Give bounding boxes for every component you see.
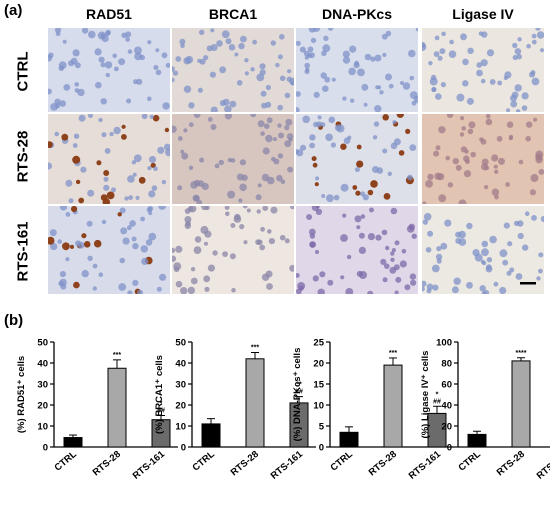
y-axis-label: (%) RAD51⁺ cells [16, 356, 27, 433]
row-header-rts-28: RTS-28 [14, 130, 32, 183]
x-tick-label: CTRL [52, 449, 79, 474]
column-header-ligase-iv: Ligase IV [452, 6, 514, 22]
y-tick-label: 5 [319, 422, 325, 433]
y-tick-label: 10 [37, 422, 48, 433]
y-tick-label: 40 [37, 359, 48, 370]
y-tick-label: 30 [175, 380, 186, 391]
x-tick-label: RTS-28 [495, 449, 527, 478]
x-tick-label: RTS-161 [131, 448, 168, 481]
micrograph-ctrl-dna-pkcs [296, 28, 418, 112]
micrograph-ctrl-brca1 [172, 28, 294, 112]
y-axis-label: (%) BRCA1⁺ cells [154, 355, 165, 434]
significance-label: * [436, 391, 439, 398]
y-tick-label: 40 [175, 359, 186, 370]
y-tick-label: 20 [37, 401, 48, 412]
row-header-ctrl: CTRL [14, 51, 32, 92]
y-tick-label: 30 [37, 380, 48, 391]
significance-label: ** [296, 382, 302, 389]
significance-label: *** [251, 345, 259, 352]
x-tick-label: RTS-161 [535, 448, 550, 481]
bar-rts-28 [511, 360, 531, 448]
x-tick-label: CTRL [190, 449, 217, 474]
micrograph-rts-161-dna-pkcs [296, 206, 418, 294]
x-tick-label: CTRL [456, 449, 483, 474]
significance-label: ## [157, 408, 165, 415]
x-tick-label: CTRL [328, 449, 355, 474]
y-tick-label: 40 [441, 401, 452, 412]
x-tick-label: RTS-28 [91, 449, 123, 478]
column-header-dna-pkcs: DNA-PKcs [321, 6, 392, 22]
y-tick-label: 20 [175, 401, 186, 412]
y-tick-label: 10 [313, 401, 324, 412]
x-tick-label: RTS-28 [367, 449, 399, 478]
x-tick-label: RTS-161 [269, 448, 306, 481]
bar-rts-28 [383, 364, 403, 448]
micrograph-rts-161-rad51 [48, 206, 170, 294]
significance-label: ## [433, 398, 441, 405]
y-tick-label: 15 [313, 380, 324, 391]
bar-rts-161 [151, 419, 171, 448]
y-tick-label: 0 [181, 443, 186, 454]
y-tick-label: 10 [175, 422, 186, 433]
micrograph-ctrl-ligase-iv [422, 28, 544, 112]
y-tick-label: 20 [441, 422, 452, 433]
micrograph-rts-161-ligase-iv [422, 206, 544, 294]
y-tick-label: 25 [313, 338, 324, 349]
significance-label: **** [516, 350, 527, 357]
column-header-rad51: RAD51 [86, 6, 132, 22]
y-tick-label: 0 [319, 443, 324, 454]
y-axis-label: (%) DNA-PKcs⁺ cells [292, 348, 303, 442]
y-tick-label: 80 [441, 359, 452, 370]
micrograph-rts-28-dna-pkcs [296, 114, 418, 204]
x-tick-label: RTS-28 [229, 449, 261, 478]
bar-ctrl [467, 433, 487, 448]
significance-label: *** [389, 350, 397, 357]
y-tick-label: 0 [43, 443, 48, 454]
significance-label: *** [113, 352, 121, 359]
micrograph-ctrl-rad51 [48, 28, 170, 112]
bar-ctrl [339, 431, 359, 448]
significance-label: * [160, 401, 163, 408]
panel-a-label: (a) [4, 2, 23, 19]
significance-label: ## [295, 389, 303, 396]
scale-bar [520, 282, 536, 285]
y-axis-label: (%) Ligase IV⁺ cells [420, 351, 431, 439]
bar-ctrl [63, 437, 83, 448]
micrograph-rts-28-brca1 [172, 114, 294, 204]
micrograph-rts-28-ligase-iv [422, 114, 544, 204]
row-header-rts-161: RTS-161 [14, 221, 32, 282]
micrograph-rts-161-brca1 [172, 206, 294, 294]
bar-rts-28 [245, 358, 265, 448]
micrograph-rts-28-rad51 [48, 114, 170, 204]
bar-ctrl [201, 423, 221, 448]
y-tick-label: 20 [313, 359, 324, 370]
y-tick-label: 50 [175, 338, 186, 349]
panel-b-label: (b) [4, 312, 24, 329]
y-tick-label: 100 [436, 338, 452, 349]
x-tick-label: RTS-161 [407, 448, 444, 481]
y-tick-label: 0 [447, 443, 452, 454]
y-tick-label: 50 [37, 338, 48, 349]
column-header-brca1: BRCA1 [208, 6, 258, 22]
y-tick-label: 60 [441, 380, 452, 391]
bar-rts-28 [107, 367, 127, 448]
